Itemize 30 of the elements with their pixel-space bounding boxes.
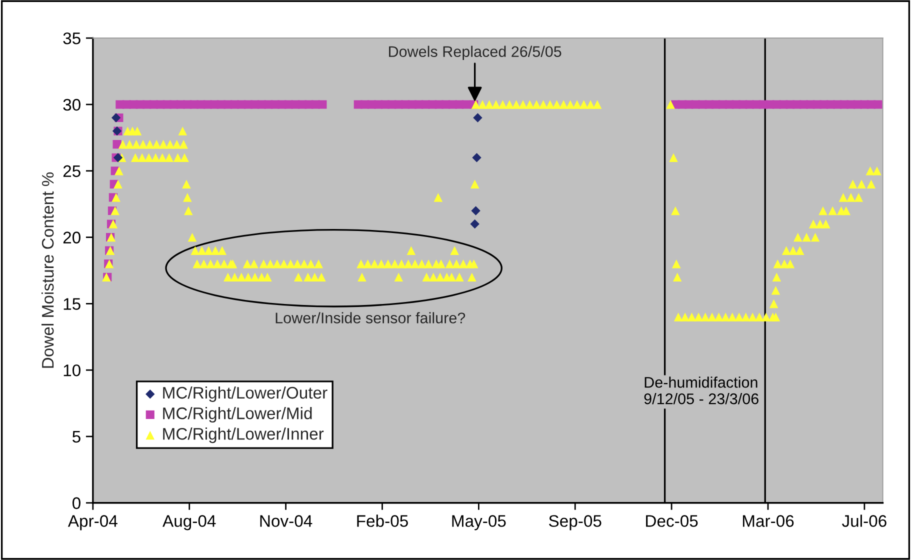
x-tick-label: Sep-05 xyxy=(549,515,602,530)
x-tick-label: Apr-04 xyxy=(68,515,118,530)
annotation: Dowels Replaced 26/5/05 xyxy=(389,46,562,60)
legend-label: MC/Right/Lower/Inner xyxy=(163,428,324,444)
ref-line-label: De-humidifaction 9/12/05 - 23/3/06 xyxy=(644,376,758,404)
y-tick-label: 30 xyxy=(63,98,80,111)
x-tick-label: Nov-04 xyxy=(260,515,312,527)
point xyxy=(113,152,123,162)
legend-label: MC/Right/Lower/Mid xyxy=(163,406,312,423)
y-tick-label: 10 xyxy=(64,364,80,376)
x-tick-label: Mar-06 xyxy=(742,515,794,527)
point xyxy=(470,219,480,229)
y-tick-label: 15 xyxy=(64,298,80,310)
point xyxy=(111,113,121,122)
y-tick-label: 0 xyxy=(72,497,80,510)
y-tick-label: 35 xyxy=(63,32,80,44)
y-axis-title: Dowel Moisture Content % xyxy=(41,172,54,368)
x-tick-label: Aug-04 xyxy=(162,515,216,530)
x-tick-label: Jul-06 xyxy=(842,514,886,527)
annotation: Lower/Inside sensor failure? xyxy=(276,312,466,324)
legend-label: MC/Right/Lower/Outer xyxy=(163,386,328,402)
x-tick-label: May-05 xyxy=(452,515,506,530)
point xyxy=(471,206,480,216)
x-tick-label: Dec-05 xyxy=(646,515,698,527)
point xyxy=(473,113,482,122)
point xyxy=(472,152,482,162)
y-tick-label: 5 xyxy=(72,431,80,443)
x-tick-label: Feb-05 xyxy=(357,514,408,527)
y-tick-label: 20 xyxy=(63,232,80,244)
y-tick-label: 25 xyxy=(63,165,80,178)
